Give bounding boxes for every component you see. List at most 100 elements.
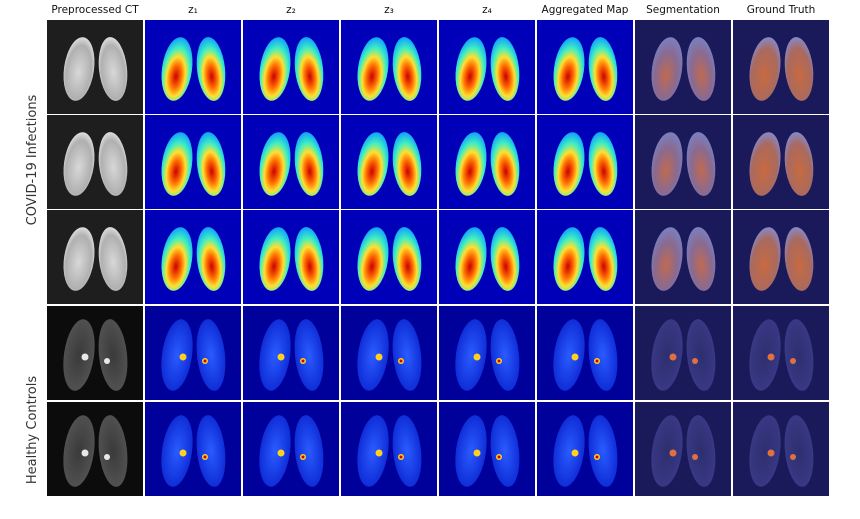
row-group-label: COVID-19 Infections [25,94,40,225]
tile-background [439,210,535,304]
lung [161,227,193,291]
image-tile [145,20,241,114]
hilum-spot [767,449,775,457]
image-tile [341,210,437,304]
column-header: z₁ [188,4,198,16]
image-tile [635,210,731,304]
image-tile [537,115,633,209]
tile-background [537,210,633,304]
image-tile [145,210,241,304]
lung [588,319,618,391]
image-tile [341,115,437,209]
hilum-spot [571,449,579,457]
image-tile [635,306,731,400]
lung [357,227,389,291]
tile-background [537,20,633,114]
tile-background [145,20,241,114]
image-tile [439,402,535,496]
lung [784,415,814,487]
lung [749,227,781,291]
tile-background [635,115,731,209]
lung [98,227,128,291]
hilum-spot [692,454,698,460]
column-header: z₄ [482,4,492,16]
lung [259,227,291,291]
tile-background [145,210,241,304]
tile-background [733,306,829,400]
lung [63,319,95,391]
tile-background [341,115,437,209]
lung [588,132,618,196]
hilum-spot [179,353,187,361]
tile-background [47,115,143,209]
lung [294,415,324,487]
lung [357,319,389,391]
hilum-spot [669,449,677,457]
lung [553,319,585,391]
hilum-spot [790,454,796,460]
image-tile [635,402,731,496]
column-header: z₂ [286,4,296,16]
hilum-core [301,455,305,459]
tile-background [537,306,633,400]
tile-background [341,306,437,400]
lung [98,132,128,196]
hilum-spot [571,353,579,361]
lung [455,415,487,487]
tile-background [537,402,633,496]
lung [196,227,226,291]
image-tile [47,115,143,209]
lung [784,227,814,291]
hilum-core [595,455,599,459]
lung [490,132,520,196]
image-tile [439,20,535,114]
lung [651,319,683,391]
lung [749,37,781,101]
lung [651,132,683,196]
hilum-core [203,455,207,459]
lung [490,415,520,487]
hilum-core [399,455,403,459]
image-tile [439,210,535,304]
lung [651,227,683,291]
tile-background [537,115,633,209]
lung [749,319,781,391]
lung [196,37,226,101]
hilum-spot [277,449,285,457]
image-tile [243,402,339,496]
lung [686,415,716,487]
hilum-spot [81,353,89,361]
lung [455,132,487,196]
tile-background [439,402,535,496]
lung [490,319,520,391]
image-tile [635,20,731,114]
lung [98,319,128,391]
tile-background [635,306,731,400]
lung [98,37,128,101]
lung [161,415,193,487]
lung [455,37,487,101]
tile-background [733,210,829,304]
image-tile [733,402,829,496]
hilum-spot [669,353,677,361]
tile-background [635,20,731,114]
row-group-label: Healthy Controls [25,376,40,485]
lung [357,37,389,101]
hilum-spot [104,358,110,364]
column-header: Ground Truth [747,4,816,16]
lung [63,37,95,101]
lung [259,415,291,487]
lung [553,37,585,101]
image-tile [537,306,633,400]
lung [553,415,585,487]
tile-background [341,402,437,496]
hilum-spot [375,449,383,457]
lung [553,227,585,291]
image-tile [243,306,339,400]
hilum-core [203,359,207,363]
tile-background [341,20,437,114]
lung [294,132,324,196]
tile-background [243,306,339,400]
tile-background [47,306,143,400]
hilum-spot [473,353,481,361]
